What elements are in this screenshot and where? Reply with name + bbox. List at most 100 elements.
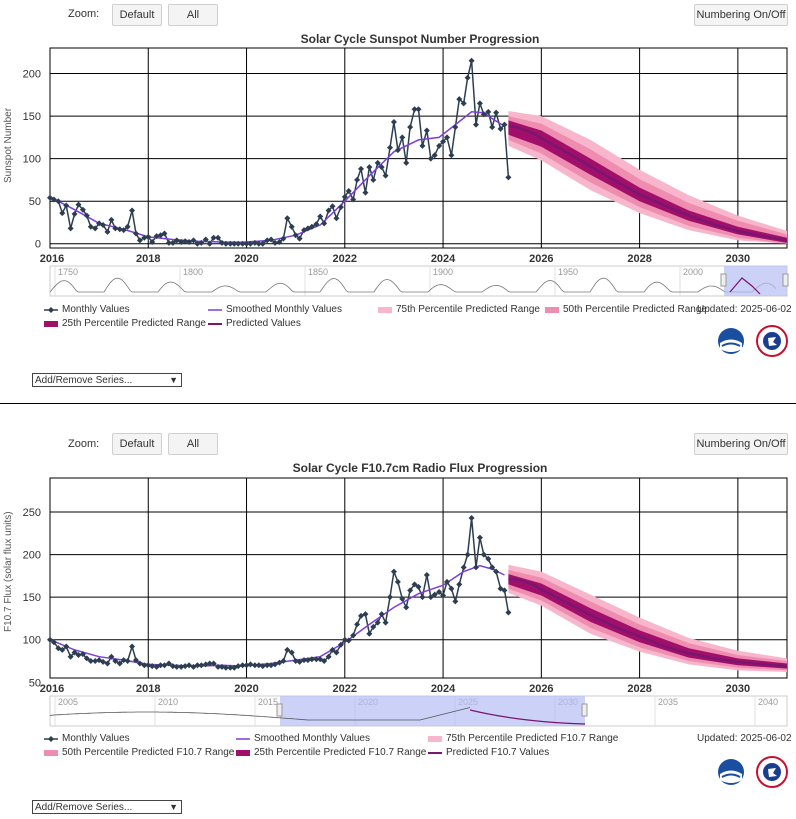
monthly-point <box>87 657 94 664</box>
monthly-point <box>112 657 119 664</box>
monthly-point <box>489 124 496 131</box>
monthly-point <box>251 239 258 246</box>
legend-item[interactable]: Predicted F10.7 Values <box>428 747 549 758</box>
monthly-point <box>399 595 406 602</box>
monthly-point <box>67 653 74 660</box>
add-remove-series-select[interactable]: Add/Remove Series... ▼ <box>32 373 182 387</box>
monthly-point <box>431 591 438 598</box>
monthly-point <box>407 124 414 131</box>
monthly-point <box>47 636 53 643</box>
monthly-point <box>308 656 315 663</box>
monthly-point <box>153 663 160 670</box>
monthly-point <box>341 636 348 643</box>
legend-item[interactable]: Monthly Values <box>44 733 130 744</box>
monthly-point <box>427 155 434 162</box>
monthly-point <box>382 172 389 179</box>
zoom-default-button[interactable]: Default <box>112 433 162 455</box>
monthly-point <box>407 587 414 594</box>
monthly-point <box>210 660 217 667</box>
monthly-point <box>292 232 299 239</box>
monthly-point <box>215 234 222 241</box>
monthly-point <box>194 662 201 669</box>
monthly-point <box>423 127 430 134</box>
monthly-point <box>259 240 266 247</box>
monthly-point <box>165 239 172 246</box>
monthly-point <box>480 111 487 118</box>
monthly-point <box>231 240 238 247</box>
monthly-point <box>345 637 352 644</box>
monthly-point <box>497 585 504 592</box>
legend-item[interactable]: 50th Percentile Predicted Range <box>545 304 707 315</box>
predicted-line <box>508 125 788 242</box>
monthly-point <box>75 652 82 659</box>
x-tick-label: 2030 <box>726 683 750 695</box>
add-remove-series-select[interactable]: Add/Remove Series... ▼ <box>32 800 182 814</box>
legend-item[interactable]: 75th Percentile Predicted F10.7 Range <box>428 733 618 744</box>
legend-label: 50th Percentile Predicted F10.7 Range <box>62 747 235 758</box>
legend-item[interactable]: 75th Percentile Predicted Range <box>378 304 540 315</box>
sunspot-chart[interactable]: 0 50 100 150 200 2016 2018 2020 2022 2024 2026 2028… <box>0 40 796 340</box>
navigator-handle-left <box>276 703 283 717</box>
monthly-point <box>264 237 271 244</box>
navigator-selection <box>724 266 787 296</box>
monthly-point <box>337 204 344 211</box>
zoom-all-button[interactable]: All <box>168 433 218 455</box>
y-tick-label: 100 <box>23 154 41 166</box>
zoom-all-button[interactable]: All <box>168 4 218 26</box>
legend-label: 25th Percentile Predicted Range <box>62 318 206 329</box>
numbering-toggle-button[interactable]: Numbering On/Off <box>694 433 788 455</box>
monthly-point <box>345 187 352 194</box>
legend-item[interactable]: 25th Percentile Predicted F10.7 Range <box>236 747 426 758</box>
legend-item[interactable]: Smoothed Monthly Values <box>208 304 342 315</box>
monthly-point <box>55 198 62 205</box>
monthly-point <box>284 646 291 653</box>
legend-item[interactable]: Smoothed Monthly Values <box>236 733 370 744</box>
legend-label: Smoothed Monthly Values <box>254 733 370 744</box>
numbering-toggle-button[interactable]: Numbering On/Off <box>694 4 788 26</box>
navigator-tick-label: 1800 <box>183 267 203 277</box>
updated-text: Updated: 2025-06-02 <box>697 304 792 315</box>
legend-item[interactable]: 25th Percentile Predicted Range <box>44 318 206 329</box>
monthly-point <box>387 144 394 151</box>
zoom-default-button[interactable]: Default <box>112 4 162 26</box>
legend-swatch <box>44 320 58 327</box>
legend-swatch <box>378 306 392 313</box>
monthly-point <box>301 657 308 664</box>
radio-flux-chart[interactable]: 50 100 150 200 250 2016 2018 2020 2022 2024 2026 20… <box>0 470 796 770</box>
y-tick-label: 50 <box>29 196 41 208</box>
monthly-point <box>280 657 287 664</box>
p25-band <box>508 574 787 669</box>
legend-item[interactable]: 50th Percentile Predicted F10.7 Range <box>44 747 234 758</box>
legend-item[interactable]: Predicted Values <box>208 318 301 329</box>
legend-swatch <box>545 306 559 313</box>
select-label: Add/Remove Series... <box>35 801 133 813</box>
x-tick-label: 2024 <box>431 683 456 695</box>
monthly-point <box>186 239 193 246</box>
monthly-point <box>104 660 111 667</box>
legend-item[interactable]: Monthly Values <box>44 304 130 315</box>
monthly-point <box>202 236 209 243</box>
monthly-point <box>403 604 410 611</box>
y-tick-label: 50 <box>29 677 41 689</box>
panel-divider <box>0 403 796 404</box>
monthly-point <box>321 220 328 227</box>
monthly-point <box>251 662 258 669</box>
monthly-point <box>390 568 397 575</box>
monthly-point <box>370 176 377 183</box>
legend-label: 25th Percentile Predicted F10.7 Range <box>254 747 427 758</box>
monthly-point <box>272 239 279 246</box>
monthly-point <box>129 643 136 650</box>
monthly-point <box>227 664 234 671</box>
monthly-point <box>456 581 463 588</box>
x-tick-label: 2026 <box>529 253 553 265</box>
monthly-point <box>468 57 475 64</box>
monthly-point <box>132 230 139 237</box>
monthly-point <box>116 226 123 233</box>
monthly-point <box>92 225 99 232</box>
y-tick-label: 200 <box>23 69 41 81</box>
zoom-label: Zoom: <box>68 8 100 20</box>
select-label: Add/Remove Series... <box>35 374 133 386</box>
monthly-point <box>173 237 180 244</box>
monthly-point <box>423 572 430 579</box>
monthly-point <box>358 165 365 172</box>
